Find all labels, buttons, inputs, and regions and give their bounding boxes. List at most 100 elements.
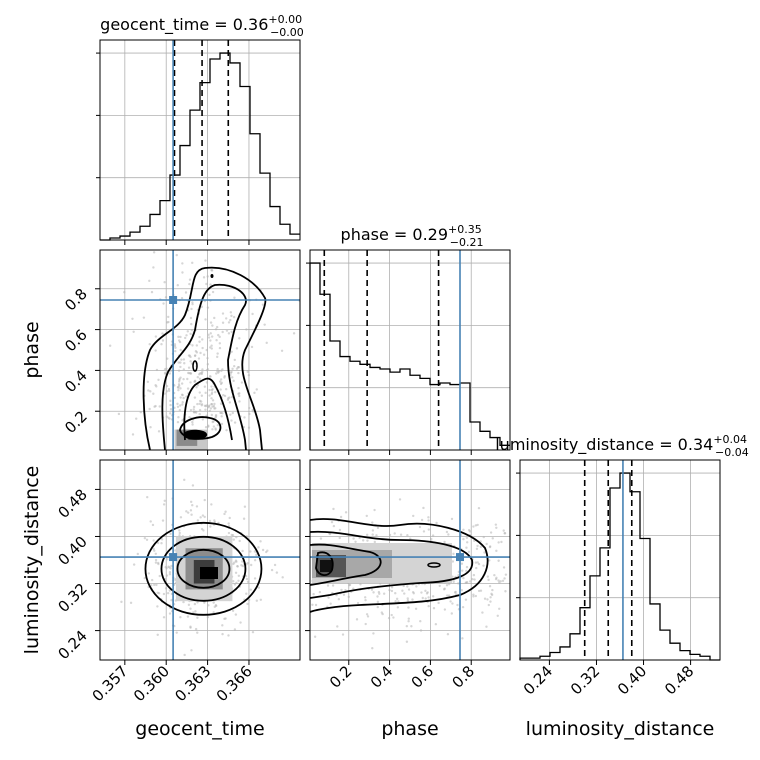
x-tick-label-phase: 0.4	[367, 662, 397, 692]
sample-point	[364, 596, 367, 599]
sample-point	[178, 534, 181, 537]
sample-point	[205, 414, 208, 417]
sample-point	[501, 579, 505, 583]
sample-point	[344, 511, 348, 514]
sample-point	[203, 385, 207, 388]
sample-point	[190, 307, 193, 311]
sample-point	[169, 532, 172, 536]
sample-point	[476, 561, 479, 564]
sample-point	[246, 580, 250, 584]
sample-point	[210, 335, 214, 338]
sample-point	[210, 391, 214, 394]
density-frame	[99, 459, 301, 661]
sample-point	[331, 584, 335, 587]
sample-point	[233, 364, 236, 368]
sample-point	[209, 346, 212, 349]
sample-point	[216, 352, 219, 355]
sample-point	[182, 377, 185, 381]
sample-point	[231, 376, 234, 379]
sample-point	[451, 560, 455, 563]
sample-point	[275, 571, 279, 574]
sample-point	[476, 523, 479, 527]
sample-point	[311, 603, 314, 607]
sample-point	[211, 428, 214, 431]
sample-point	[214, 328, 218, 331]
sample-point	[139, 410, 143, 414]
sample-point	[427, 519, 430, 522]
density-panel-phase-luminosity_distance	[310, 460, 510, 660]
sample-point	[438, 584, 441, 588]
hist-frame	[309, 249, 511, 451]
sample-point	[156, 591, 159, 594]
sample-point	[211, 388, 214, 391]
sample-point	[198, 402, 201, 406]
sample-point	[149, 390, 152, 393]
sample-point	[194, 411, 198, 414]
x-tick-label-luminosity_distance: 0.48	[661, 662, 697, 698]
sample-point	[198, 408, 202, 412]
sample-point	[251, 312, 254, 316]
sample-point	[155, 368, 159, 372]
y-tick-label-luminosity_distance: 0.24	[54, 627, 90, 663]
sample-point	[205, 282, 208, 286]
sample-point	[152, 539, 155, 542]
sample-point	[176, 405, 180, 408]
sample-point	[221, 368, 224, 371]
sample-point	[406, 585, 409, 588]
sample-point	[485, 542, 488, 546]
sample-point	[152, 392, 155, 395]
sample-point	[196, 384, 200, 387]
sample-point	[189, 332, 192, 336]
sample-point	[208, 519, 212, 523]
sample-point	[388, 588, 391, 592]
sample-point	[191, 420, 194, 424]
sample-point	[255, 599, 259, 602]
sample-point	[186, 330, 189, 333]
sample-point	[169, 403, 172, 407]
sample-point	[153, 405, 156, 408]
sample-point	[177, 416, 180, 419]
sample-point	[145, 538, 149, 541]
sample-point	[179, 335, 182, 339]
sample-point	[247, 426, 251, 429]
sample-point	[209, 339, 212, 342]
sample-point	[502, 566, 506, 569]
sample-point	[410, 625, 413, 628]
sample-point	[259, 540, 262, 543]
contour-line	[310, 543, 382, 586]
sample-point	[460, 588, 463, 592]
sample-point	[188, 416, 191, 419]
sample-point	[206, 275, 209, 278]
panel-title-phase: phase = 0.29+0.35 −0.21	[341, 223, 484, 249]
sample-point	[203, 515, 206, 519]
sample-point	[163, 392, 166, 395]
sample-point	[292, 332, 296, 335]
sample-point	[231, 534, 235, 537]
sample-point	[232, 538, 236, 541]
sample-point	[373, 540, 377, 544]
sample-point	[188, 278, 192, 281]
sample-point	[200, 371, 203, 375]
sample-point	[223, 194, 225, 196]
sample-point	[475, 566, 478, 570]
sample-point	[451, 602, 454, 605]
sample-point	[117, 412, 121, 416]
sample-point	[465, 536, 469, 539]
sample-point	[488, 585, 492, 588]
sample-point	[176, 420, 180, 424]
sample-point	[136, 552, 140, 556]
sample-point	[365, 613, 369, 616]
sample-point	[497, 541, 500, 544]
sample-point	[181, 401, 184, 404]
sample-point	[488, 559, 491, 562]
sample-point	[356, 601, 360, 605]
sample-point	[237, 386, 240, 390]
sample-point	[380, 611, 384, 614]
sample-point	[219, 388, 222, 391]
sample-point	[207, 425, 210, 428]
sample-point	[270, 568, 274, 572]
sample-point	[466, 541, 469, 544]
sample-point	[174, 349, 177, 353]
sample-point	[239, 621, 242, 624]
sample-point	[204, 391, 207, 395]
